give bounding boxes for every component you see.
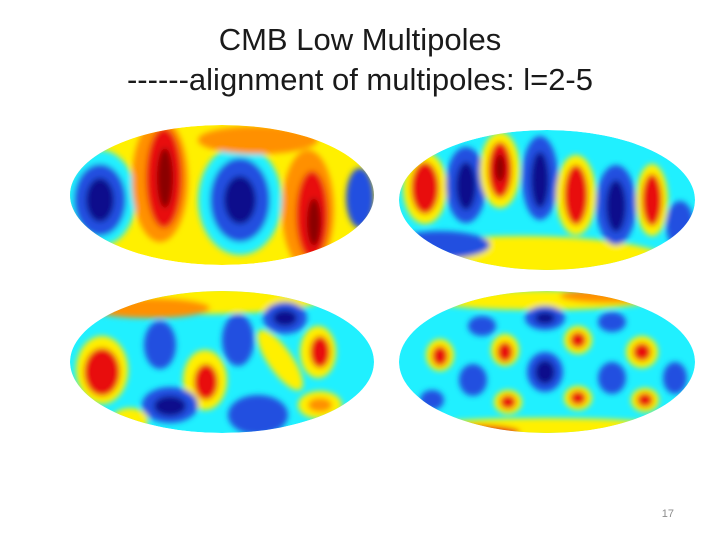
multipole-map-l2 — [70, 125, 374, 265]
title-line-1: CMB Low Multipoles — [218, 22, 502, 57]
title-line-2: ------alignment of multipoles: l=2-5 — [126, 62, 593, 97]
multipole-map-l3 — [399, 130, 695, 270]
slide-number: 17 — [661, 508, 674, 520]
slide-title: CMB Low Multipoles ------alignment of mu… — [0, 20, 720, 100]
multipole-map-l5 — [399, 291, 695, 433]
multipole-map-l4 — [70, 291, 374, 433]
